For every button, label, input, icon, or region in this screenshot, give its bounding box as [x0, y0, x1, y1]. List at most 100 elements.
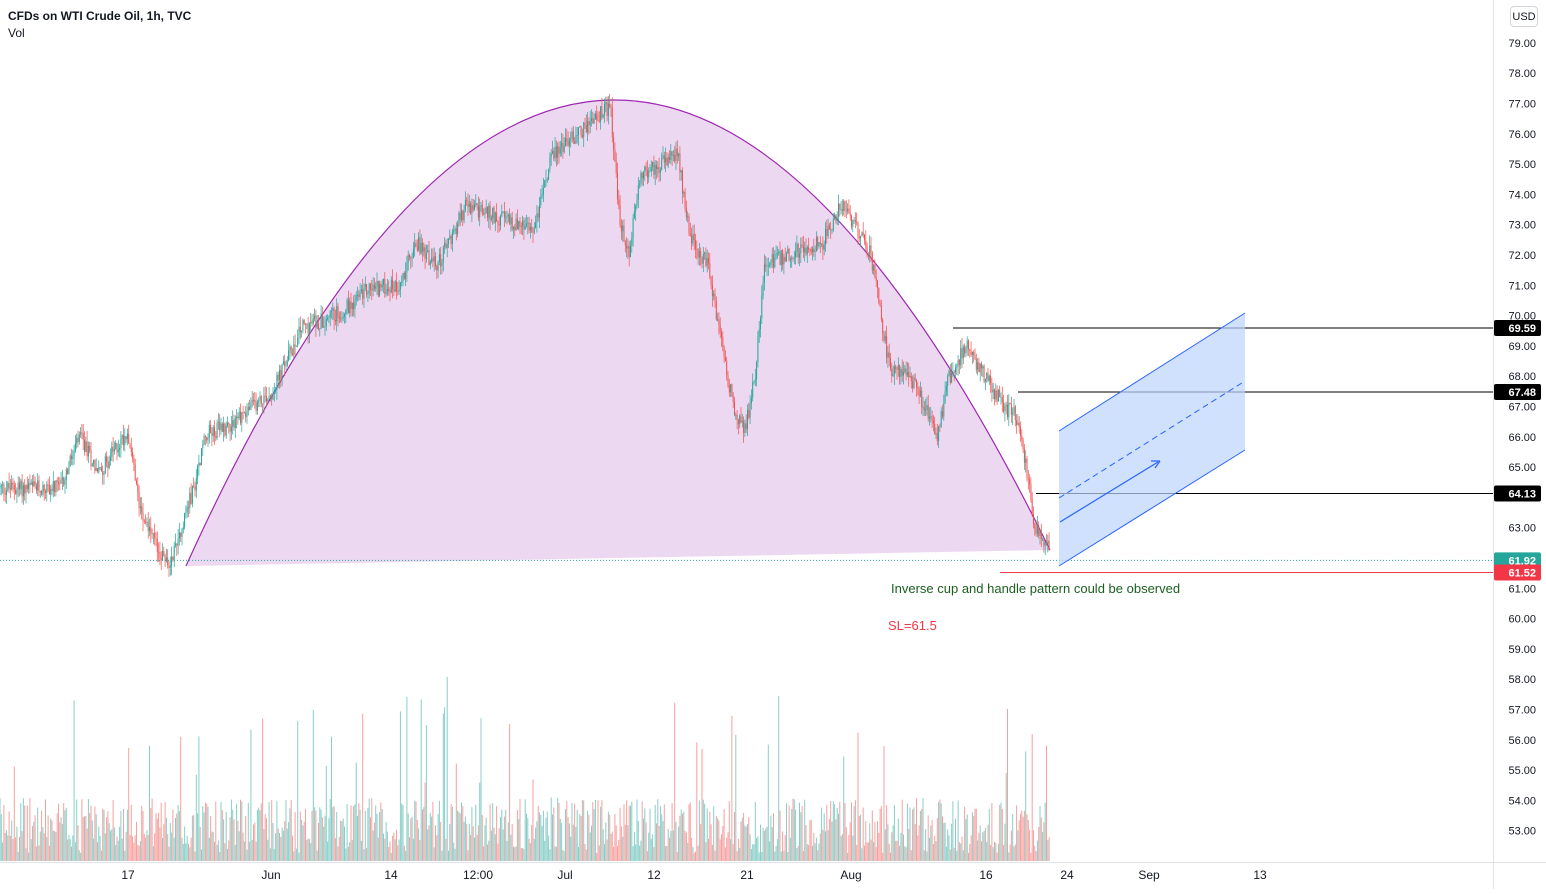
- candle: [975, 353, 977, 374]
- volume-indicator-label[interactable]: Vol: [8, 26, 25, 40]
- volume-bar: [77, 825, 79, 861]
- candle: [914, 373, 916, 382]
- candle-body: [918, 388, 920, 397]
- candle-body: [43, 484, 45, 492]
- volume-bar: [719, 839, 721, 861]
- volume-bar: [354, 804, 356, 861]
- volume-bar: [897, 818, 899, 861]
- candle: [21, 473, 23, 504]
- candle: [203, 433, 205, 446]
- volume-bar: [32, 826, 33, 861]
- candle: [398, 280, 400, 295]
- candle-body: [276, 374, 278, 390]
- volume-bar: [268, 802, 270, 861]
- chart-title: CFDs on WTI Crude Oil, 1h, TVC: [8, 9, 192, 23]
- volume-bar: [552, 814, 553, 861]
- volume-bar: [793, 799, 795, 861]
- candle: [675, 141, 677, 171]
- candle: [613, 131, 615, 161]
- volume-bar: [431, 816, 433, 861]
- candle: [364, 276, 366, 292]
- price-tick-label: 57.00: [1508, 705, 1536, 717]
- candle: [441, 259, 443, 275]
- currency-button[interactable]: USD: [1510, 6, 1538, 27]
- channel-lower-line[interactable]: [1058, 449, 1246, 567]
- candle: [848, 199, 850, 214]
- volume-bar: [414, 800, 416, 861]
- candle: [871, 250, 873, 274]
- volume-bar: [190, 837, 192, 861]
- candle: [224, 422, 226, 438]
- time-axis[interactable]: 17 Jun 14 12:00 Jul 12 21 Aug 16 24 Sep 13: [121, 868, 1267, 882]
- channel-mid-line[interactable]: [1058, 380, 1246, 499]
- volume-bar: [749, 834, 751, 861]
- candle-body: [214, 427, 215, 436]
- candle-body: [940, 411, 942, 427]
- volume-bar: [25, 848, 27, 861]
- candle-body: [591, 118, 592, 122]
- candle: [445, 239, 447, 250]
- candle: [606, 96, 608, 122]
- price-axis[interactable]: 53.0054.0055.0056.0057.0058.0059.0060.00…: [1508, 38, 1536, 838]
- candle-body: [567, 141, 569, 146]
- annotation-pattern-text[interactable]: Inverse cup and handle pattern could be …: [891, 581, 1180, 596]
- candle-body: [682, 170, 683, 194]
- volume-bar: [312, 709, 314, 861]
- cup-drawing[interactable]: [185, 99, 1051, 567]
- annotation-sl-text[interactable]: SL=61.5: [888, 618, 937, 633]
- volume-bar: [45, 799, 46, 861]
- candle-body: [61, 477, 63, 480]
- candle-body: [800, 244, 802, 254]
- volume-bar: [449, 823, 451, 861]
- volume-bar: [602, 829, 604, 861]
- candle: [173, 541, 175, 568]
- candle-body: [867, 254, 869, 256]
- candle-body: [55, 480, 57, 493]
- candle: [865, 230, 867, 252]
- volume-bar: [221, 810, 223, 861]
- projection-channel[interactable]: [1058, 312, 1246, 567]
- volume-bar: [994, 841, 995, 861]
- candle-body: [106, 456, 108, 463]
- candle: [80, 427, 82, 438]
- volume-bar: [654, 804, 656, 861]
- channel-upper-line[interactable]: [1058, 312, 1246, 432]
- volume-bar: [726, 837, 728, 861]
- candle-body: [113, 449, 115, 452]
- candle-body: [1035, 528, 1037, 534]
- candle-body: [529, 226, 531, 231]
- volume-bar: [630, 805, 631, 861]
- candle: [773, 247, 774, 274]
- candle: [334, 309, 336, 326]
- volume-bar: [987, 824, 989, 861]
- projection-arrow[interactable]: [1059, 461, 1159, 523]
- candle-body: [982, 366, 984, 369]
- candle: [279, 364, 280, 389]
- candle: [964, 343, 966, 358]
- candle-body: [770, 262, 772, 266]
- cup-arc[interactable]: [185, 99, 1051, 567]
- candle-body: [965, 347, 967, 354]
- volume-bar: [648, 832, 650, 861]
- candle-body: [89, 445, 91, 451]
- volume-bar: [6, 829, 7, 861]
- candle-body: [145, 521, 147, 523]
- volume-bar: [528, 838, 530, 861]
- candle: [132, 447, 134, 463]
- volume-bar: [311, 810, 313, 861]
- volume-bar: [714, 850, 716, 861]
- volume-bar: [78, 850, 80, 861]
- candle-body: [225, 425, 227, 436]
- volume-bar: [357, 815, 358, 861]
- volume-bar: [797, 845, 799, 861]
- candle: [552, 140, 553, 155]
- volume-bar: [747, 824, 748, 861]
- candle: [775, 245, 777, 260]
- candle-body: [540, 196, 542, 205]
- candle-body: [137, 483, 139, 493]
- candle: [554, 136, 556, 163]
- candle-body: [188, 506, 189, 508]
- candle-body: [604, 103, 605, 116]
